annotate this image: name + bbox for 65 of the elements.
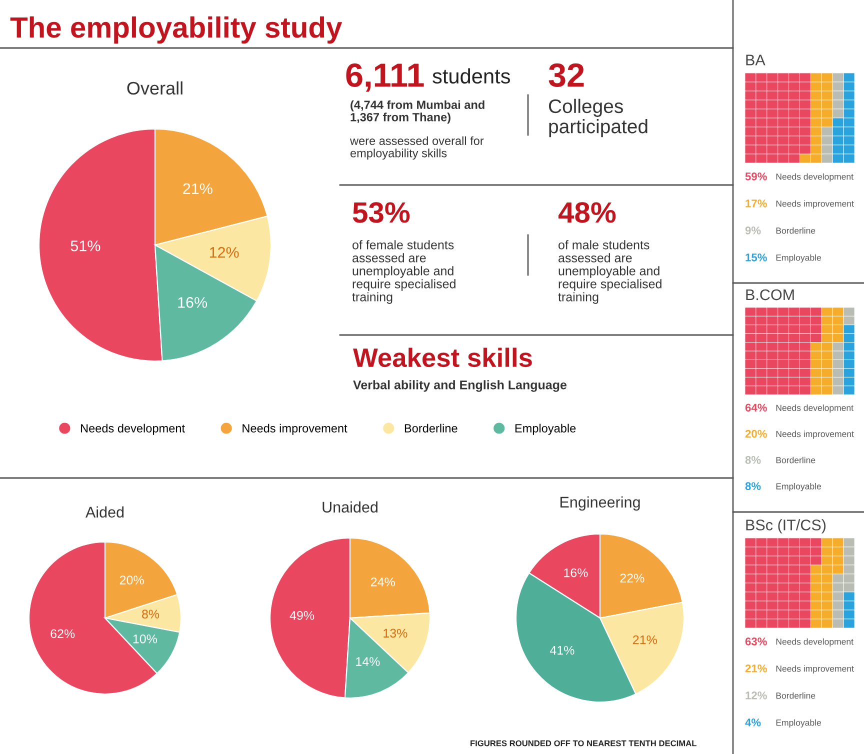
data-label: 51% [70,240,100,252]
category-label: Needs improvement [776,200,854,208]
text: BA [746,54,766,66]
data-label: 16% [178,297,208,308]
chart-title: Engineering [560,496,640,511]
category-label: Needs improvement [776,665,854,674]
data-label: 8% [745,456,761,464]
data-label: 12% [210,247,239,258]
data-label: 64% [745,404,767,412]
text: 32 [548,63,584,87]
data-label: 17% [746,200,767,208]
data-label: 8% [142,610,160,618]
data-label: 21% [745,664,767,672]
category-label: Needs improvement [776,430,854,439]
legend-label: Needs improvement [242,424,348,435]
category-label: Borderline [776,227,816,234]
data-label: 16% [564,568,588,578]
text: 48% [558,202,616,223]
text: were assessed overall for employability skills [350,136,484,160]
data-label: 12% [746,692,767,700]
data-label: 21% [183,183,212,194]
category-label: Employable [776,719,821,728]
text: 53% [352,202,410,223]
text: of female students assessed are unemployable and require specialised training [352,240,456,304]
text: Colleges participated [548,98,648,138]
category-label: Needs development [776,404,854,413]
data-label: 10% [133,634,158,644]
category-label: Employable [776,482,821,492]
data-label: 4% [745,718,761,726]
category-label: Needs development [776,173,854,182]
category-label: Needs development [776,638,854,646]
text: B.COM [746,289,794,300]
data-label: 62% [50,629,75,638]
legend-label: Needs development [80,424,185,435]
category-label: Employable [776,254,821,262]
text: The employability study [10,16,342,44]
text: BSc (IT/CS) [746,519,826,534]
text: FIGURES ROUNDED OFF TO NEAREST TENTH DECIMAL [470,740,696,746]
category-label: Borderline [776,456,816,464]
text: Verbal ability and English Language [353,380,567,392]
text: Weakest skills [353,348,532,368]
data-label: 41% [550,646,574,655]
data-label: 20% [120,576,144,584]
data-label: 15% [746,254,767,262]
data-label: 63% [745,638,767,646]
data-label: 20% [745,430,767,438]
text: students [432,68,510,84]
text: (4,744 from Mumbai and 1,367 from Thane) [350,100,484,124]
chart-title: Overall [127,81,182,95]
data-label: 59% [745,172,767,180]
data-label: 49% [290,610,314,620]
data-label: 14% [356,657,380,666]
chart-title: Aided [85,506,124,518]
text: of male students assessed are unemployable and require specialised training [558,240,662,304]
data-label: 24% [370,578,395,586]
legend-label: Borderline [404,424,458,432]
data-label: 21% [633,635,657,644]
data-label: 22% [620,574,644,582]
chart-title: Unaided [322,501,378,513]
data-label: 13% [384,628,408,638]
text: 6,111 [346,63,424,92]
category-label: Borderline [776,692,816,699]
legend-label: Employable [515,424,576,435]
data-label: 8% [745,482,761,490]
data-label: 9% [745,226,761,234]
